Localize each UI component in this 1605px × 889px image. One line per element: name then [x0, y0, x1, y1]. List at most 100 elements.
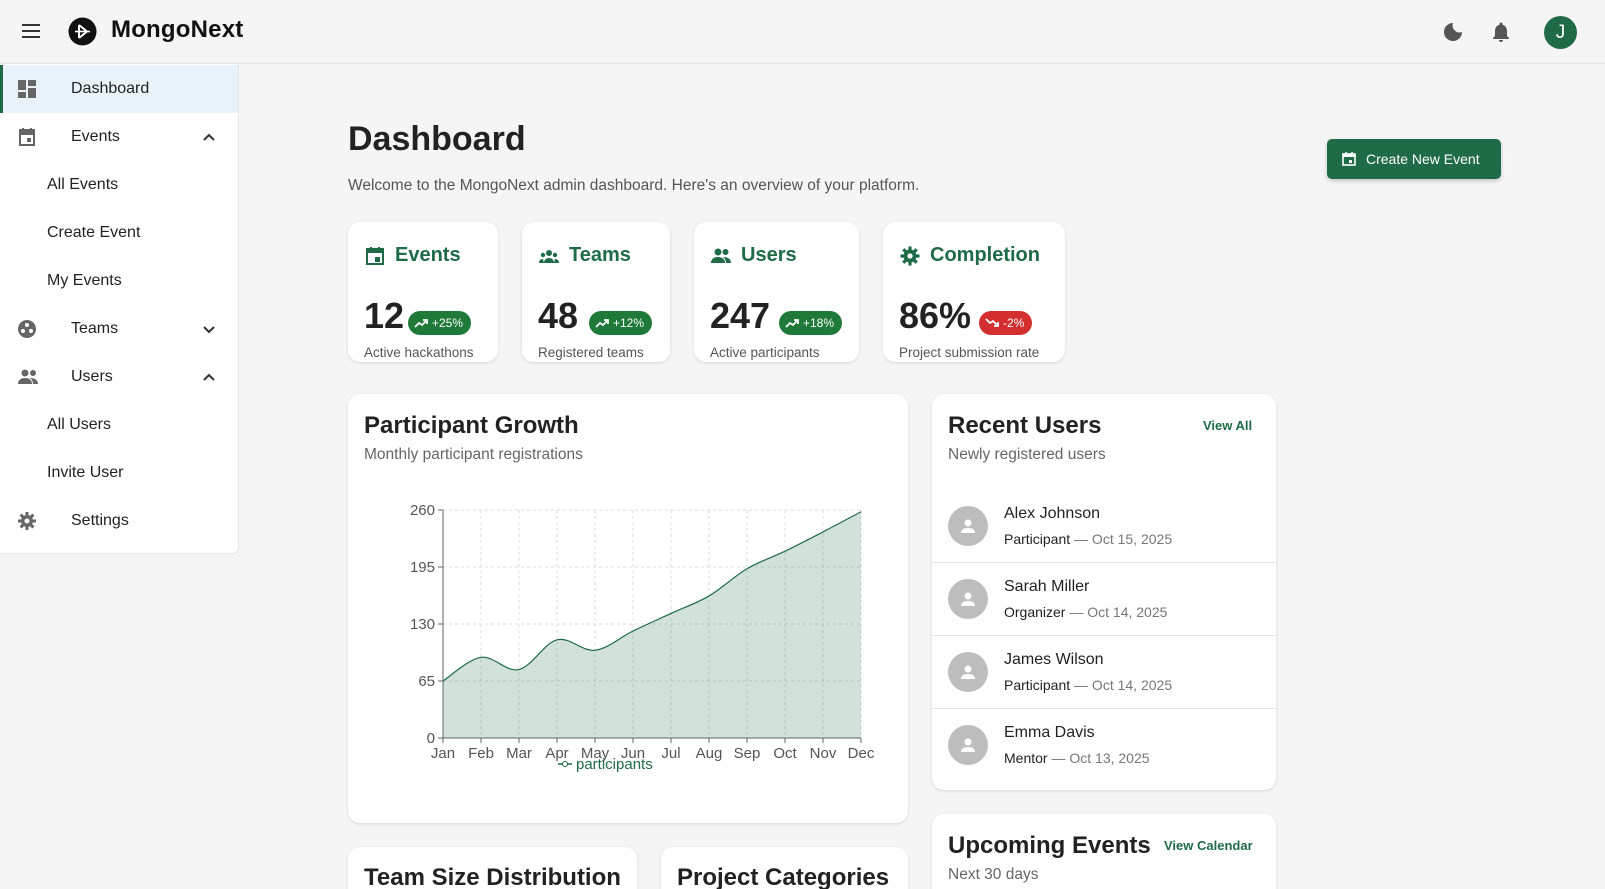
trending-up-icon	[785, 319, 799, 328]
menu-icon[interactable]	[16, 16, 46, 46]
x-tick-label: May	[581, 745, 610, 762]
sidebar-item-label: All Events	[47, 176, 119, 193]
user-role: Mentor	[1004, 750, 1048, 766]
sidebar-item-all-users[interactable]: All Users	[0, 401, 238, 449]
x-tick-label: Jun	[621, 745, 645, 762]
participant-growth-card: Participant Growth Monthly participant r…	[348, 394, 908, 823]
user-name: Sarah Miller	[1004, 578, 1090, 595]
recent-users-card: Recent Users Newly registered users View…	[932, 394, 1276, 790]
stat-change: -2%	[1003, 316, 1025, 330]
stat-value: 86%	[899, 295, 972, 336]
dashboard-icon	[18, 80, 36, 98]
sidebar-item-label: Create Event	[47, 224, 141, 241]
sidebar-item-label: All Users	[47, 416, 112, 433]
x-tick-label: Nov	[810, 745, 837, 762]
stat-change-badge: +25%	[408, 311, 472, 335]
x-tick-label: Oct	[773, 745, 797, 762]
calendar-icon	[19, 128, 35, 146]
card-subtitle: Next 30 days	[948, 866, 1039, 883]
sidebar-item-all-events[interactable]: All Events	[0, 161, 238, 209]
create-new-event-button[interactable]: Create New Event	[1327, 139, 1501, 179]
y-tick-label: 130	[410, 616, 435, 633]
users-icon	[18, 369, 38, 384]
sidebar-item-create-event[interactable]: Create Event	[0, 209, 238, 257]
upcoming-events-card: Upcoming Events Next 30 days View Calend…	[932, 814, 1276, 889]
user-meta: Mentor — Oct 13, 2025	[1004, 750, 1150, 766]
stat-caption: Active participants	[710, 345, 820, 360]
user-meta: Participant — Oct 15, 2025	[1004, 531, 1172, 547]
gear-icon	[900, 246, 920, 266]
user-role: Participant	[1004, 677, 1071, 693]
person-icon	[961, 519, 975, 533]
teams-icon	[539, 250, 559, 263]
participant-growth-chart: 0 65 130 195 260 Jan Feb Mar Apr May Jun Jul Aug Sep O…	[410, 502, 875, 773]
sidebar-item-settings[interactable]: Settings	[0, 497, 238, 545]
user-name: Alex Johnson	[1004, 505, 1101, 522]
logo-icon	[68, 17, 97, 46]
user-date: — Oct 15, 2025	[1074, 531, 1173, 547]
moon-icon[interactable]	[1441, 20, 1465, 44]
stat-caption: Registered teams	[538, 345, 644, 360]
stat-change: +18%	[803, 316, 835, 330]
user-date: — Oct 13, 2025	[1051, 750, 1150, 766]
stat-change-badge: -2%	[979, 311, 1033, 335]
stat-card-users: Users 247 +18% Active participants	[694, 222, 859, 362]
x-tick-label: Sep	[734, 745, 761, 762]
sidebar-item-label: Dashboard	[71, 80, 150, 97]
avatar	[948, 725, 988, 765]
card-title: Upcoming Events	[948, 832, 1151, 859]
bell-icon[interactable]	[1489, 20, 1513, 44]
sidebar-item-label: Invite User	[47, 464, 124, 481]
stat-title: Teams	[569, 244, 631, 266]
series-area-participants	[443, 511, 861, 738]
sidebar-item-dashboard[interactable]: Dashboard	[0, 65, 238, 113]
calendar-icon	[1342, 152, 1356, 166]
trending-up-icon	[414, 319, 428, 328]
sidebar-item-teams[interactable]: Teams	[0, 305, 238, 353]
stat-change-badge: +18%	[779, 311, 843, 335]
x-tick-label: Mar	[506, 745, 532, 762]
x-tick-label: Dec	[848, 745, 875, 762]
calendar-icon	[366, 247, 384, 265]
legend-marker	[562, 761, 568, 767]
user-date: — Oct 14, 2025	[1069, 604, 1168, 620]
stat-card-teams: Teams 48 +12% Registered teams	[522, 222, 670, 362]
stat-caption: Active hackathons	[364, 345, 474, 360]
y-tick-label: 0	[427, 730, 435, 747]
gear-icon	[18, 512, 36, 530]
person-icon	[961, 665, 975, 679]
page-title: Dashboard	[348, 120, 526, 158]
avatar	[948, 652, 988, 692]
user-meta: Organizer — Oct 14, 2025	[1004, 604, 1167, 620]
list-item[interactable]: Sarah Miller Organizer — Oct 14, 2025	[932, 563, 1276, 636]
stat-value: 12	[364, 295, 405, 336]
top-app-bar: MongoNext J	[0, 0, 1605, 64]
chevron-up-icon	[203, 373, 215, 381]
view-all-link[interactable]: View All	[1203, 418, 1253, 433]
sidebar-item-events[interactable]: Events	[0, 113, 238, 161]
stat-card-events: Events 12 +25% Active hackathons	[348, 222, 498, 362]
sidebar-item-label: Events	[71, 128, 120, 145]
list-item[interactable]: Alex Johnson Participant — Oct 15, 2025	[932, 490, 1276, 563]
stat-title: Users	[741, 244, 797, 266]
brand-name: MongoNext	[111, 16, 244, 43]
user-avatar-button[interactable]: J	[1544, 16, 1577, 49]
card-subtitle: Monthly participant registrations	[364, 446, 583, 463]
series-line-participants	[442, 511, 862, 682]
stat-card-completion: Completion 86% -2% Project submission ra…	[883, 222, 1065, 362]
sidebar-item-invite-user[interactable]: Invite User	[0, 449, 238, 497]
list-item[interactable]: Emma Davis Mentor — Oct 13, 2025	[932, 709, 1276, 782]
user-date: — Oct 14, 2025	[1074, 677, 1173, 693]
sidebar-item-users[interactable]: Users	[0, 353, 238, 401]
sidebar-item-label: My Events	[47, 272, 122, 289]
view-calendar-link[interactable]: View Calendar	[1164, 838, 1253, 853]
teams-icon	[18, 320, 36, 338]
person-icon	[961, 738, 975, 752]
team-size-card: Team Size Distribution	[348, 847, 637, 889]
avatar	[948, 579, 988, 619]
x-tick-label: Feb	[468, 745, 494, 762]
x-tick-label: Jan	[431, 745, 455, 762]
sidebar-item-my-events[interactable]: My Events	[0, 257, 238, 305]
user-name: James Wilson	[1004, 651, 1104, 668]
list-item[interactable]: James Wilson Participant — Oct 14, 2025	[932, 636, 1276, 709]
